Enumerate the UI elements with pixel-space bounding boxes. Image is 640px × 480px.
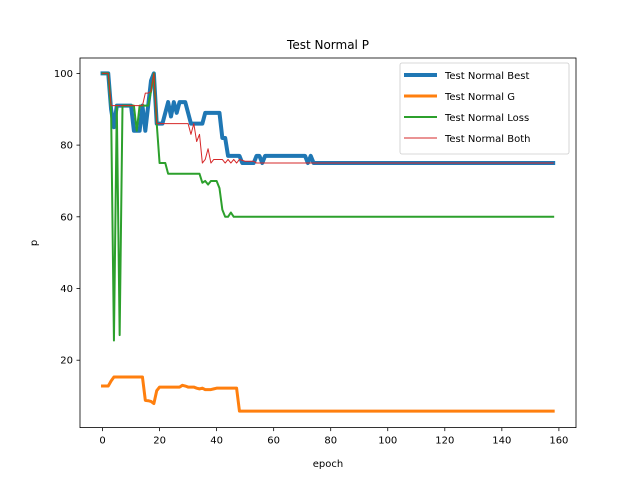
x-axis: 0 20 40 60 80 100 120 140 160 <box>99 427 568 447</box>
chart-title: Test Normal P <box>286 38 369 52</box>
y-tick-label: 20 <box>60 356 73 367</box>
x-tick-label: 100 <box>378 436 397 447</box>
x-axis-label: epoch <box>313 459 343 470</box>
x-tick-label: 20 <box>153 436 166 447</box>
y-tick-label: 100 <box>54 69 73 80</box>
series-line-1 <box>100 71 556 166</box>
x-tick-label: 0 <box>99 436 105 447</box>
plot-frame <box>79 57 577 429</box>
series-layer <box>100 71 556 413</box>
y-tick-label: 40 <box>60 284 73 295</box>
legend-label: Test Normal Best <box>444 71 529 82</box>
x-tick-label: 40 <box>210 436 223 447</box>
x-tick-label: 120 <box>435 436 454 447</box>
x-tick-label: 160 <box>549 436 568 447</box>
legend-label: Test Normal Loss <box>444 113 529 124</box>
legend-label: Test Normal G <box>444 92 515 103</box>
series-line-4 <box>102 72 554 164</box>
legend-label: Test Normal Both <box>444 134 530 145</box>
legend-box <box>399 62 570 155</box>
y-tick-label: 80 <box>60 141 73 152</box>
series-line-2 <box>101 375 555 413</box>
x-tick-label: 80 <box>324 436 337 447</box>
y-axis-label: p <box>29 240 40 246</box>
x-tick-label: 140 <box>492 436 511 447</box>
y-tick-label: 60 <box>60 212 73 223</box>
series-line-3 <box>101 72 555 342</box>
legend: Test Normal Best Test Normal G Test Normal… <box>399 62 570 155</box>
y-axis: 20 40 60 80 100 <box>54 69 80 367</box>
x-tick-label: 60 <box>267 436 280 447</box>
